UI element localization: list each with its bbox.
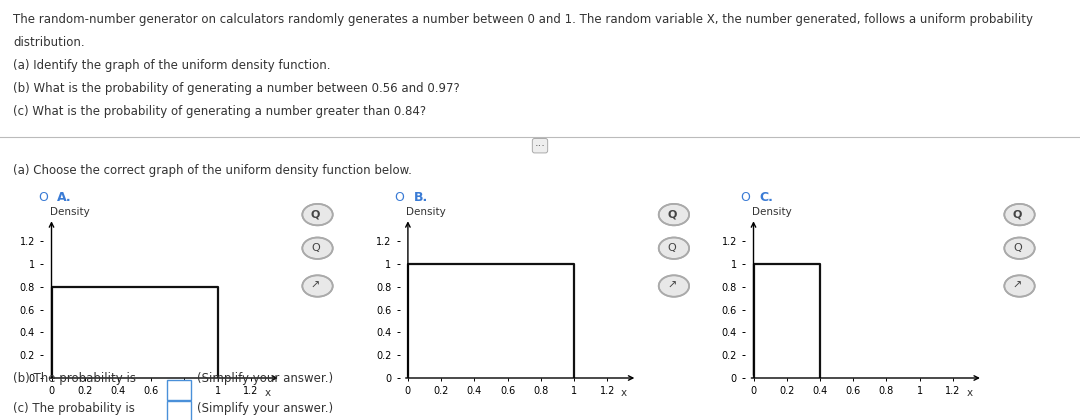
Text: O: O xyxy=(394,191,404,204)
Text: Q: Q xyxy=(311,243,320,253)
Circle shape xyxy=(659,204,689,226)
Text: (b) The probability is: (b) The probability is xyxy=(13,372,136,385)
Text: x: x xyxy=(621,388,627,398)
Text: ···: ··· xyxy=(535,141,545,151)
Circle shape xyxy=(1004,275,1035,297)
Text: Q: Q xyxy=(1013,209,1022,219)
Circle shape xyxy=(302,237,333,259)
Text: (Simplify your answer.): (Simplify your answer.) xyxy=(197,372,333,385)
Circle shape xyxy=(302,204,333,226)
Text: Q: Q xyxy=(667,209,676,219)
Text: ↗: ↗ xyxy=(1013,281,1022,291)
Text: (c) The probability is: (c) The probability is xyxy=(13,402,135,415)
Circle shape xyxy=(302,275,333,297)
Text: (Simplify your answer.): (Simplify your answer.) xyxy=(197,402,333,415)
Text: Q: Q xyxy=(667,243,676,253)
Circle shape xyxy=(1004,204,1035,226)
Text: A.: A. xyxy=(57,191,72,204)
Text: Q: Q xyxy=(311,209,320,219)
Text: Q: Q xyxy=(1013,243,1022,253)
Circle shape xyxy=(659,275,689,297)
Text: B.: B. xyxy=(414,191,428,204)
Text: (c) What is the probability of generating a number greater than 0.84?: (c) What is the probability of generatin… xyxy=(13,105,427,118)
Text: O: O xyxy=(38,191,48,204)
Circle shape xyxy=(659,237,689,259)
Text: ↗: ↗ xyxy=(667,281,676,291)
Text: Density: Density xyxy=(752,207,792,217)
Text: (b) What is the probability of generating a number between 0.56 and 0.97?: (b) What is the probability of generatin… xyxy=(13,82,460,95)
Text: (a) Choose the correct graph of the uniform density function below.: (a) Choose the correct graph of the unif… xyxy=(13,164,411,177)
Text: The random-number generator on calculators randomly generates a number between 0: The random-number generator on calculato… xyxy=(13,13,1032,26)
Text: (a) Identify the graph of the uniform density function.: (a) Identify the graph of the uniform de… xyxy=(13,59,330,72)
Text: Density: Density xyxy=(406,207,446,217)
Text: Density: Density xyxy=(50,207,90,217)
Circle shape xyxy=(1004,237,1035,259)
Text: x: x xyxy=(265,388,271,398)
Text: ↗: ↗ xyxy=(311,281,320,291)
Text: O: O xyxy=(740,191,750,204)
Text: C.: C. xyxy=(759,191,773,204)
Text: distribution.: distribution. xyxy=(13,36,84,49)
Text: x: x xyxy=(967,388,973,398)
